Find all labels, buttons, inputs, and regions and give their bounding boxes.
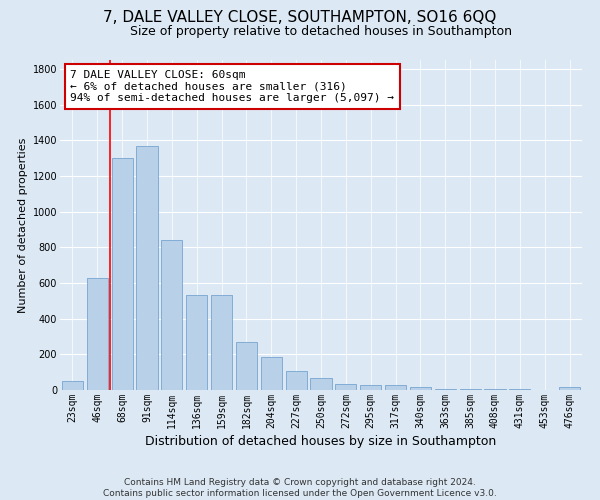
Bar [559, 388, 580, 390]
Title: Size of property relative to detached houses in Southampton: Size of property relative to detached ho… [130, 25, 512, 38]
Text: 7, DALE VALLEY CLOSE, SOUTHAMPTON, SO16 6QQ: 7, DALE VALLEY CLOSE, SOUTHAMPTON, SO16 … [103, 10, 497, 25]
Bar [62, 381, 83, 390]
Bar [136, 146, 158, 390]
Bar [435, 389, 456, 390]
Text: Contains HM Land Registry data © Crown copyright and database right 2024.
Contai: Contains HM Land Registry data © Crown c… [103, 478, 497, 498]
Bar [484, 389, 506, 390]
Bar [186, 296, 207, 390]
Bar [385, 384, 406, 390]
Bar [286, 372, 307, 390]
Bar [410, 388, 431, 390]
Bar [87, 278, 108, 390]
Bar [112, 158, 133, 390]
Bar [236, 342, 257, 390]
Bar [211, 296, 232, 390]
Bar [509, 389, 530, 390]
Text: 7 DALE VALLEY CLOSE: 60sqm
← 6% of detached houses are smaller (316)
94% of semi: 7 DALE VALLEY CLOSE: 60sqm ← 6% of detac… [70, 70, 394, 103]
Bar [161, 240, 182, 390]
Bar [310, 378, 332, 390]
Y-axis label: Number of detached properties: Number of detached properties [19, 138, 28, 312]
Bar [261, 357, 282, 390]
Bar [460, 389, 481, 390]
Bar [335, 384, 356, 390]
Bar [360, 384, 381, 390]
X-axis label: Distribution of detached houses by size in Southampton: Distribution of detached houses by size … [145, 435, 497, 448]
